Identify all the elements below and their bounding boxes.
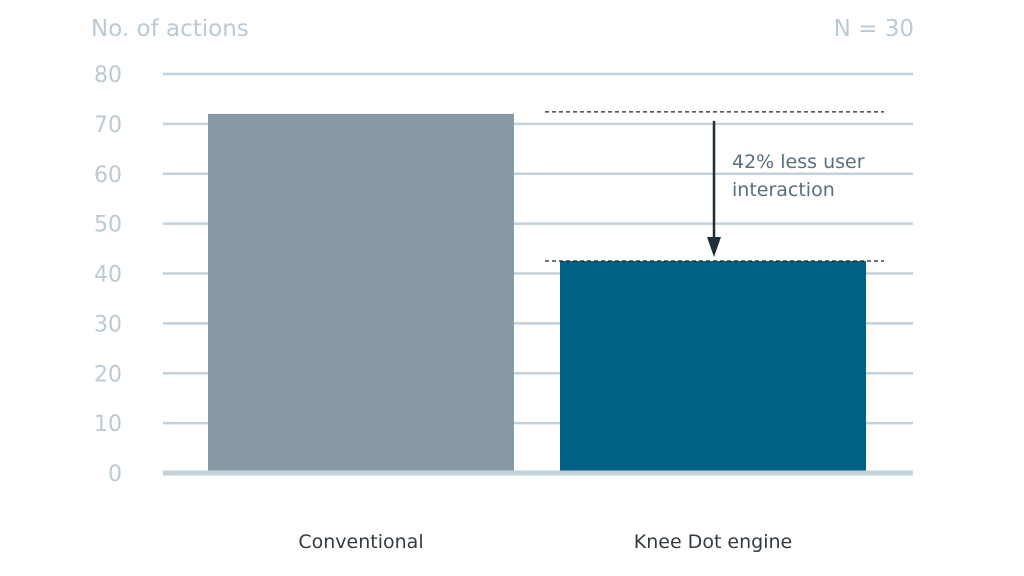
bar-conventional bbox=[208, 113, 514, 474]
annotation-line-1: 42% less user bbox=[732, 151, 865, 173]
y-axis-label: No. of actions bbox=[91, 16, 249, 42]
x-axis-categories: Conventional Knee Dot engine bbox=[298, 531, 792, 553]
sample-size-label: N = 30 bbox=[834, 16, 914, 42]
y-tick-label-40: 40 bbox=[94, 263, 122, 288]
annotation-line-2: interaction bbox=[732, 179, 835, 201]
bar-knee-dot-engine bbox=[560, 261, 866, 473]
y-tick-label-0: 0 bbox=[108, 462, 122, 487]
reduction-arrow-head bbox=[707, 237, 721, 258]
category-label-0: Conventional bbox=[298, 531, 423, 553]
category-label-1: Knee Dot engine bbox=[634, 531, 792, 553]
y-tick-label-50: 50 bbox=[94, 213, 122, 238]
bars bbox=[208, 113, 866, 474]
y-tick-label-10: 10 bbox=[94, 412, 122, 437]
y-tick-label-60: 60 bbox=[94, 163, 122, 188]
y-tick-label-30: 30 bbox=[94, 312, 122, 337]
y-tick-label-80: 80 bbox=[94, 63, 122, 88]
y-tick-label-20: 20 bbox=[94, 362, 122, 387]
y-axis-ticks: 0 10 20 30 40 50 60 70 80 bbox=[94, 63, 122, 487]
y-tick-label-70: 70 bbox=[94, 113, 122, 138]
difference-annotation: 42% less user interaction bbox=[545, 111, 884, 262]
